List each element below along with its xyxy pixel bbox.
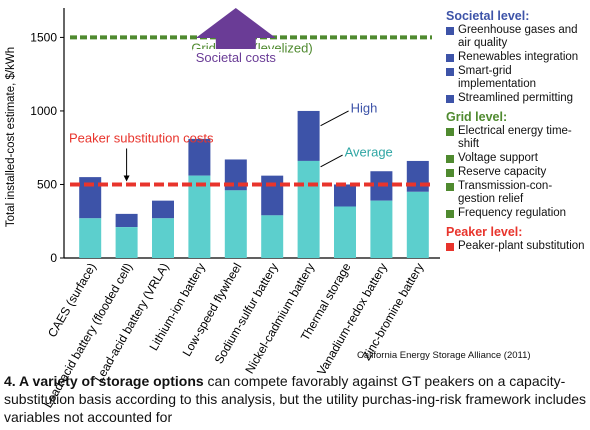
legend-swatch bbox=[446, 27, 454, 35]
bar-high bbox=[406, 160, 429, 192]
bar-high bbox=[334, 184, 356, 207]
legend-item-label: Electrical energy time-shift bbox=[458, 125, 572, 150]
bar-average bbox=[370, 200, 393, 258]
legend-item-label: Voltage support bbox=[458, 152, 538, 164]
legend-item-label: Peaker-plant substitution bbox=[458, 240, 585, 252]
caption-text: can compete favorably against GT peakers… bbox=[4, 373, 587, 425]
societal-costs-arrow bbox=[195, 8, 276, 62]
legend-swatch bbox=[446, 210, 454, 218]
legend-item-label: Transmission-con-gestion relief bbox=[458, 180, 553, 205]
legend-group-title: Grid level: bbox=[446, 110, 508, 124]
y-tick-label: 1000 bbox=[30, 104, 57, 118]
bar-high bbox=[261, 175, 284, 216]
bar-average bbox=[406, 191, 429, 258]
legend-swatch bbox=[446, 68, 454, 76]
legend-item-label: Smart-grid implementation bbox=[458, 65, 536, 90]
legend-swatch bbox=[446, 169, 454, 177]
y-axis-label: Total installed-cost estimate, $/kWh bbox=[5, 47, 17, 227]
legend-swatch bbox=[446, 155, 454, 163]
bar-average bbox=[152, 218, 174, 258]
bar-average bbox=[79, 218, 102, 258]
legend-item: Greenhouse gases and air quality bbox=[446, 24, 588, 50]
societal-label-bg bbox=[192, 49, 280, 66]
peaker-pointer-head bbox=[123, 175, 130, 182]
legend-item: Streamlined permitting bbox=[446, 92, 588, 105]
legend-swatch bbox=[446, 54, 454, 62]
bar-average bbox=[261, 215, 284, 258]
societal-costs-label: Societal costs bbox=[196, 50, 277, 65]
legend-item: Smart-grid implementation bbox=[446, 65, 588, 91]
legend-item: Frequency regulation bbox=[446, 207, 588, 220]
category-label: Nickel-cadmium battery bbox=[242, 261, 317, 377]
legend-item-label: Frequency regulation bbox=[458, 207, 567, 219]
legend-item: Electrical energy time-shift bbox=[446, 125, 588, 151]
legend-item: Transmission-con-gestion relief bbox=[446, 180, 588, 206]
bar-high bbox=[152, 200, 174, 219]
legend-group-title: Societal level: bbox=[446, 9, 530, 23]
legend-swatch bbox=[446, 95, 454, 103]
y-tick-label: 0 bbox=[50, 251, 57, 265]
legend-item-label: Streamlined permitting bbox=[458, 92, 574, 104]
legend: Societal level: Greenhouse gases and air … bbox=[446, 4, 588, 254]
legend-group-title: Peaker level: bbox=[446, 225, 523, 239]
legend-item: Voltage support bbox=[446, 152, 588, 165]
legend-swatch bbox=[446, 183, 454, 191]
legend-item: Reserve capacity bbox=[446, 166, 588, 179]
source-note: California Energy Storage Alliance (2011… bbox=[357, 350, 531, 361]
bar-high bbox=[79, 177, 102, 219]
legend-swatch bbox=[446, 243, 454, 251]
average-pointer bbox=[320, 154, 343, 168]
y-tick-label: 1500 bbox=[30, 30, 57, 44]
bar-average bbox=[334, 206, 356, 258]
legend-item-label: Greenhouse gases and air quality bbox=[458, 24, 578, 49]
average-label: Average bbox=[345, 145, 393, 160]
peaker-cost-label: Peaker substitution costs bbox=[69, 130, 214, 145]
legend-item-label: Reserve capacity bbox=[458, 166, 547, 178]
y-tick-label: 500 bbox=[37, 177, 57, 191]
bar-high bbox=[297, 110, 320, 161]
bar-average bbox=[224, 190, 247, 258]
bar-average bbox=[188, 175, 211, 258]
legend-item: Renewables integration bbox=[446, 51, 588, 64]
high-pointer bbox=[320, 110, 349, 127]
high-label: High bbox=[351, 100, 378, 115]
legend-item-label: Renewables integration bbox=[458, 51, 579, 63]
figure-caption: 4. A variety of storage options can comp… bbox=[4, 372, 588, 426]
bar-high bbox=[188, 138, 211, 176]
caption-bold: 4. A variety of storage options bbox=[4, 373, 204, 389]
bar-high bbox=[115, 213, 138, 228]
legend-item: Peaker-plant substitution bbox=[446, 240, 588, 253]
bar-average bbox=[115, 227, 138, 258]
legend-swatch bbox=[446, 128, 454, 136]
bar-average bbox=[297, 160, 320, 258]
